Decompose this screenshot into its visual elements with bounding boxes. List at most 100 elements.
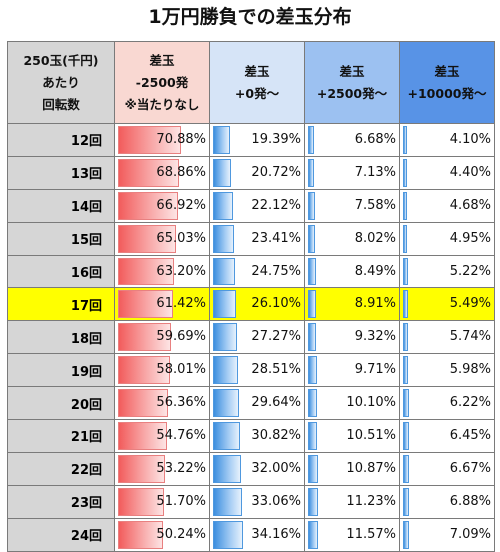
- data-label: 22.12%: [251, 197, 301, 213]
- header-spins-line3: 回転数: [42, 96, 80, 112]
- bar-plus0: [213, 356, 238, 385]
- bar-plus10000: [403, 224, 407, 253]
- table-row: 13回 68.86% 20.72% 7.13% 4.40%: [7, 155, 495, 190]
- data-cell: 4.95%: [399, 221, 495, 256]
- data-cell: 56.36%: [114, 386, 210, 421]
- data-label: 56.36%: [156, 395, 206, 411]
- bar-plus0: [213, 158, 231, 187]
- data-cell: 65.03%: [114, 221, 210, 256]
- distribution-table: 250玉(千円) あたり 回転数 差玉 -2500発 ※当たりなし 差玉 +0発…: [7, 41, 495, 552]
- chart-title: 1万円勝負での差玉分布: [148, 6, 352, 28]
- data-cell: 6.45%: [399, 419, 495, 453]
- data-cell: 30.82%: [209, 419, 305, 453]
- data-label: 70.88%: [156, 132, 206, 147]
- row-label: 19回: [7, 353, 115, 388]
- data-cell: 10.51%: [304, 419, 400, 453]
- data-label: 5.22%: [449, 263, 491, 279]
- row-label: 23回: [7, 484, 115, 519]
- data-label: 33.06%: [251, 493, 301, 509]
- data-label: 11.57%: [346, 526, 396, 542]
- bar-plus10000: [403, 454, 409, 483]
- data-label: 28.51%: [251, 362, 301, 378]
- table-row: 15回 65.03% 23.41% 8.02% 4.95%: [7, 221, 495, 256]
- data-label: 10.87%: [346, 460, 396, 476]
- row-label: 20回: [7, 386, 115, 421]
- data-cell: 5.49%: [399, 287, 495, 322]
- data-cell: 7.13%: [304, 155, 400, 190]
- table-row: 17回 61.42% 26.10% 8.91% 5.49%: [7, 287, 495, 322]
- bar-minus2500: [118, 257, 174, 286]
- header-spins-line1: 250玉(千円): [23, 52, 99, 68]
- bar-plus2500: [308, 224, 315, 253]
- header-plus0-line1: 差玉: [244, 63, 270, 79]
- data-label: 58.01%: [156, 362, 206, 378]
- data-label: 5.74%: [449, 329, 491, 345]
- data-label: 10.51%: [346, 428, 396, 444]
- data-label: 65.03%: [156, 230, 206, 246]
- data-label: 24.75%: [251, 263, 301, 279]
- data-label: 7.58%: [354, 197, 396, 213]
- bar-minus2500: [118, 158, 179, 187]
- data-cell: 70.88%: [114, 123, 210, 157]
- data-label: 7.09%: [449, 526, 491, 542]
- data-label: 34.16%: [251, 526, 301, 542]
- data-cell: 61.42%: [114, 287, 210, 322]
- bar-plus2500: [308, 520, 318, 549]
- bar-minus2500: [118, 520, 163, 549]
- header-plus10000-line1: 差玉: [434, 63, 460, 79]
- data-cell: 63.20%: [114, 254, 210, 289]
- bar-minus2500: [118, 290, 173, 319]
- bar-plus10000: [403, 290, 408, 319]
- data-cell: 9.32%: [304, 320, 400, 355]
- bar-plus2500: [308, 191, 315, 220]
- bar-plus10000: [403, 323, 408, 352]
- header-plus2500-line1: 差玉: [339, 63, 365, 79]
- data-label: 26.10%: [251, 296, 301, 312]
- data-cell: 5.22%: [399, 254, 495, 289]
- header-plus2500-line2: +2500発～: [316, 85, 388, 101]
- bar-plus2500: [308, 158, 314, 187]
- bar-minus2500: [118, 389, 168, 418]
- header-spins: 250玉(千円) あたり 回転数: [7, 41, 115, 124]
- bar-plus10000: [403, 257, 408, 286]
- row-label: 24回: [7, 517, 115, 552]
- header-plus0-line2: +0発～: [234, 85, 280, 101]
- data-cell: 29.64%: [209, 386, 305, 421]
- bar-plus10000: [403, 520, 409, 549]
- data-cell: 6.22%: [399, 386, 495, 421]
- data-cell: 11.23%: [304, 484, 400, 519]
- data-label: 66.92%: [156, 197, 206, 213]
- data-cell: 33.06%: [209, 484, 305, 519]
- data-label: 29.64%: [251, 395, 301, 411]
- data-cell: 68.86%: [114, 155, 210, 190]
- table-row: 20回 56.36% 29.64% 10.10% 6.22%: [7, 386, 495, 421]
- data-cell: 54.76%: [114, 419, 210, 453]
- data-cell: 19.39%: [209, 123, 305, 157]
- data-cell: 4.68%: [399, 188, 495, 223]
- row-label: 12回: [7, 123, 115, 157]
- bar-plus0: [213, 224, 234, 253]
- data-cell: 26.10%: [209, 287, 305, 322]
- table-row: 18回 59.69% 27.27% 9.32% 5.74%: [7, 320, 495, 355]
- data-cell: 28.51%: [209, 353, 305, 388]
- data-cell: 6.67%: [399, 451, 495, 486]
- bar-plus10000: [403, 191, 407, 220]
- data-label: 6.45%: [449, 428, 491, 444]
- data-cell: 4.40%: [399, 155, 495, 190]
- data-cell: 7.58%: [304, 188, 400, 223]
- table-row: 22回 53.22% 32.00% 10.87% 6.67%: [7, 451, 495, 486]
- bar-plus2500: [308, 257, 316, 286]
- header-minus2500-line2: -2500発: [135, 74, 189, 90]
- table-row: 21回 54.76% 30.82% 10.51% 6.45%: [7, 419, 495, 453]
- table-row: 16回 63.20% 24.75% 8.49% 5.22%: [7, 254, 495, 289]
- table-row: 12回 70.88% 19.39% 6.68% 4.10%: [7, 123, 495, 157]
- row-label: 14回: [7, 188, 115, 223]
- table-row: 19回 58.01% 28.51% 9.71% 5.98%: [7, 353, 495, 388]
- bar-plus2500: [308, 356, 317, 385]
- data-cell: 22.12%: [209, 188, 305, 223]
- data-label: 8.91%: [354, 296, 396, 312]
- bar-plus0: [213, 487, 242, 516]
- data-label: 8.49%: [354, 263, 396, 279]
- data-label: 6.88%: [449, 493, 491, 509]
- bar-plus2500: [308, 454, 318, 483]
